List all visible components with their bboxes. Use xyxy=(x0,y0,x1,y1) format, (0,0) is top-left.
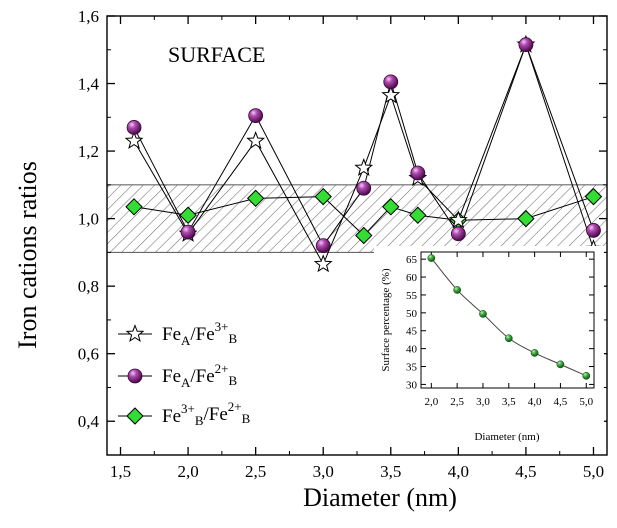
main-axes: 1,5 2,0 2,5 3,0 3,5 4,0 4,5 5,0 0,4 0,6 0,8 1,0 1,2 1… xyxy=(78,7,607,481)
inset-x-tick-label: 2,0 xyxy=(424,396,438,408)
inset-y-tick-label: 50 xyxy=(406,308,418,320)
inset-x-tick-label: 2,5 xyxy=(450,396,464,408)
x-tick-label: 1,5 xyxy=(110,462,131,481)
surface-annotation: SURFACE xyxy=(168,42,265,67)
legend-item-1: FeA/Fe2+B xyxy=(118,361,238,390)
inset-x-tick-label: 3,0 xyxy=(476,396,490,408)
data-point-sphere xyxy=(586,223,601,238)
x-tick-label: 2,0 xyxy=(177,462,198,481)
inset-axes: 2,0 2,5 3,0 3,5 4,0 4,5 5,0 30 35 40 45 50 55 60 65 xyxy=(406,252,594,408)
x-tick-label: 2,5 xyxy=(245,462,266,481)
inset-chart: 2,0 2,5 3,0 3,5 4,0 4,5 5,0 30 35 40 45 50 55 60 65 Di… xyxy=(374,246,604,446)
data-point-sphere xyxy=(383,74,399,90)
inset-y-tick-label: 35 xyxy=(406,362,418,374)
x-tick-label: 3,0 xyxy=(313,462,334,481)
data-point-sphere xyxy=(126,120,142,135)
legend-label: Fe3+B/Fe2+B xyxy=(162,399,251,428)
legend-marker-sphere xyxy=(127,368,143,384)
legend-item-0: FeA/Fe3+B xyxy=(118,319,238,348)
data-point-diamond xyxy=(584,187,603,206)
y-tick-label: 0,4 xyxy=(78,412,100,431)
data-point-diamond xyxy=(246,189,265,208)
data-point-star xyxy=(124,131,144,149)
inset-x-tick-label: 5,0 xyxy=(579,396,593,408)
x-tick-label: 4,0 xyxy=(448,462,469,481)
y-tick-label: 0,6 xyxy=(78,345,99,364)
inset-x-tick-label: 4,0 xyxy=(528,396,542,408)
inset-data-point xyxy=(582,371,591,380)
inset-plot-frame xyxy=(420,251,595,389)
data-point-diamond xyxy=(517,209,535,228)
inset-data-point xyxy=(479,310,487,318)
legend-label: FeA/Fe2+B xyxy=(162,361,238,390)
inset-background xyxy=(374,246,604,446)
data-point-star xyxy=(381,85,401,104)
inset-y-tick-label: 55 xyxy=(406,290,418,302)
x-tick-label: 4,5 xyxy=(515,462,536,481)
inset-data-point xyxy=(530,349,539,357)
inset-data-point xyxy=(504,334,513,343)
legend-item-2: Fe3+B/Fe2+B xyxy=(118,399,251,428)
series-line-0 xyxy=(133,43,594,266)
inset-y-tick-label: 40 xyxy=(406,344,418,356)
data-point-star xyxy=(313,254,333,273)
inset-series-group xyxy=(427,254,591,380)
series-line-1 xyxy=(133,43,594,247)
inset-y-tick-label: 30 xyxy=(406,379,418,391)
x-tick-label: 3,5 xyxy=(380,462,401,481)
inset-x-tick-label: 3,5 xyxy=(502,396,516,408)
inset-data-point xyxy=(427,254,436,262)
inset-x-tick-label: 4,5 xyxy=(554,396,568,408)
inset-y-tick-label: 45 xyxy=(406,326,418,338)
inset-x-axis-label: Diameter (nm) xyxy=(474,431,539,443)
data-point-diamond xyxy=(179,206,197,224)
inset-y-tick-label: 65 xyxy=(406,254,418,266)
y-axis-label: Iron cations ratios xyxy=(13,161,42,349)
series-line-2 xyxy=(133,196,594,237)
legend-marker-diamond xyxy=(126,407,144,425)
data-point-sphere xyxy=(518,37,534,53)
data-point-star xyxy=(448,210,468,229)
data-point-sphere xyxy=(356,180,372,196)
data-point-diamond xyxy=(409,206,427,224)
data-point-diamond xyxy=(355,226,373,245)
data-point-star xyxy=(246,131,266,149)
main-series-group xyxy=(124,34,603,273)
data-point-sphere xyxy=(450,226,466,242)
inset-data-point xyxy=(556,360,565,369)
x-tick-label: 5,0 xyxy=(583,462,604,481)
x-axis-label: Diameter (nm) xyxy=(303,483,457,512)
data-point-sphere xyxy=(180,224,196,240)
inset-y-tick-label: 60 xyxy=(406,272,418,284)
data-point-sphere xyxy=(410,165,426,181)
inset-data-point xyxy=(453,286,461,294)
y-tick-label: 1,2 xyxy=(78,142,99,161)
data-point-sphere xyxy=(248,108,264,124)
legend-marker-star xyxy=(125,324,145,343)
data-point-diamond xyxy=(125,198,143,216)
data-point-sphere xyxy=(315,238,331,254)
inset-y-axis-label: Surface percentage (%) xyxy=(380,268,392,372)
y-tick-label: 1,6 xyxy=(78,7,99,26)
data-point-diamond xyxy=(382,198,400,216)
data-point-star xyxy=(354,158,374,176)
y-tick-label: 1,4 xyxy=(78,75,100,94)
y-tick-label: 1,0 xyxy=(78,210,99,229)
legend: FeA/Fe3+B FeA/Fe2+B Fe3+B/Fe2+B xyxy=(118,319,251,428)
data-point-diamond xyxy=(314,187,332,206)
legend-label: FeA/Fe3+B xyxy=(162,319,238,348)
y-tick-label: 0,8 xyxy=(78,277,99,296)
